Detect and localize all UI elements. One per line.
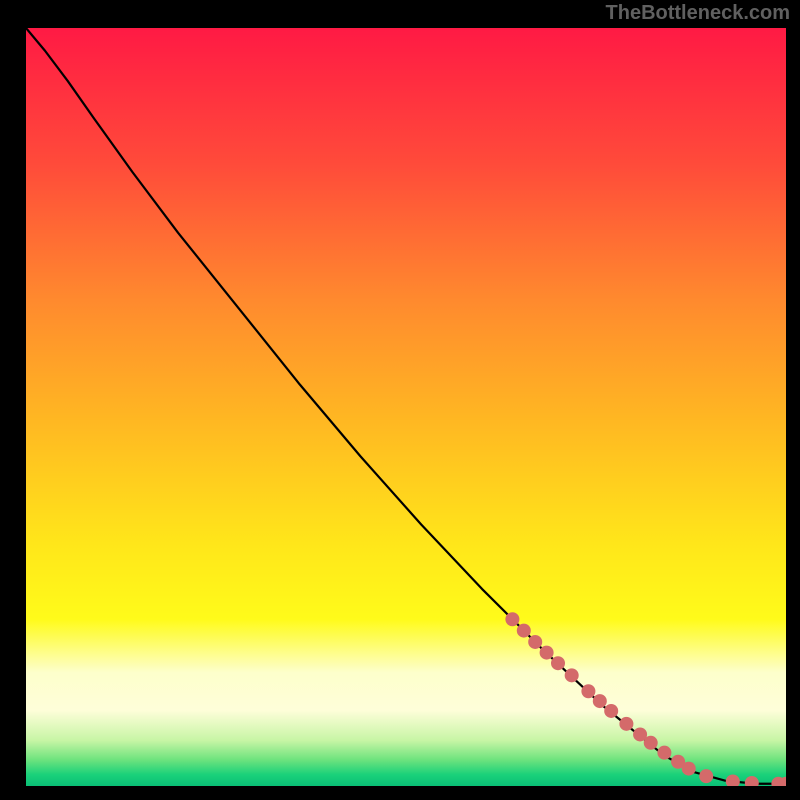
data-marker	[699, 769, 713, 783]
data-marker	[604, 704, 618, 718]
data-marker	[619, 717, 633, 731]
chart-container: TheBottleneck.com	[0, 0, 800, 800]
data-marker	[644, 736, 658, 750]
data-marker	[593, 694, 607, 708]
data-marker	[540, 646, 554, 660]
data-marker	[505, 612, 519, 626]
data-marker	[581, 684, 595, 698]
data-marker	[565, 668, 579, 682]
data-marker	[528, 635, 542, 649]
data-marker	[517, 624, 531, 638]
watermark-text: TheBottleneck.com	[606, 2, 790, 25]
gradient-chart	[26, 28, 786, 786]
data-marker	[551, 656, 565, 670]
data-marker	[682, 762, 696, 776]
plot-background	[26, 28, 786, 786]
data-marker	[657, 746, 671, 760]
